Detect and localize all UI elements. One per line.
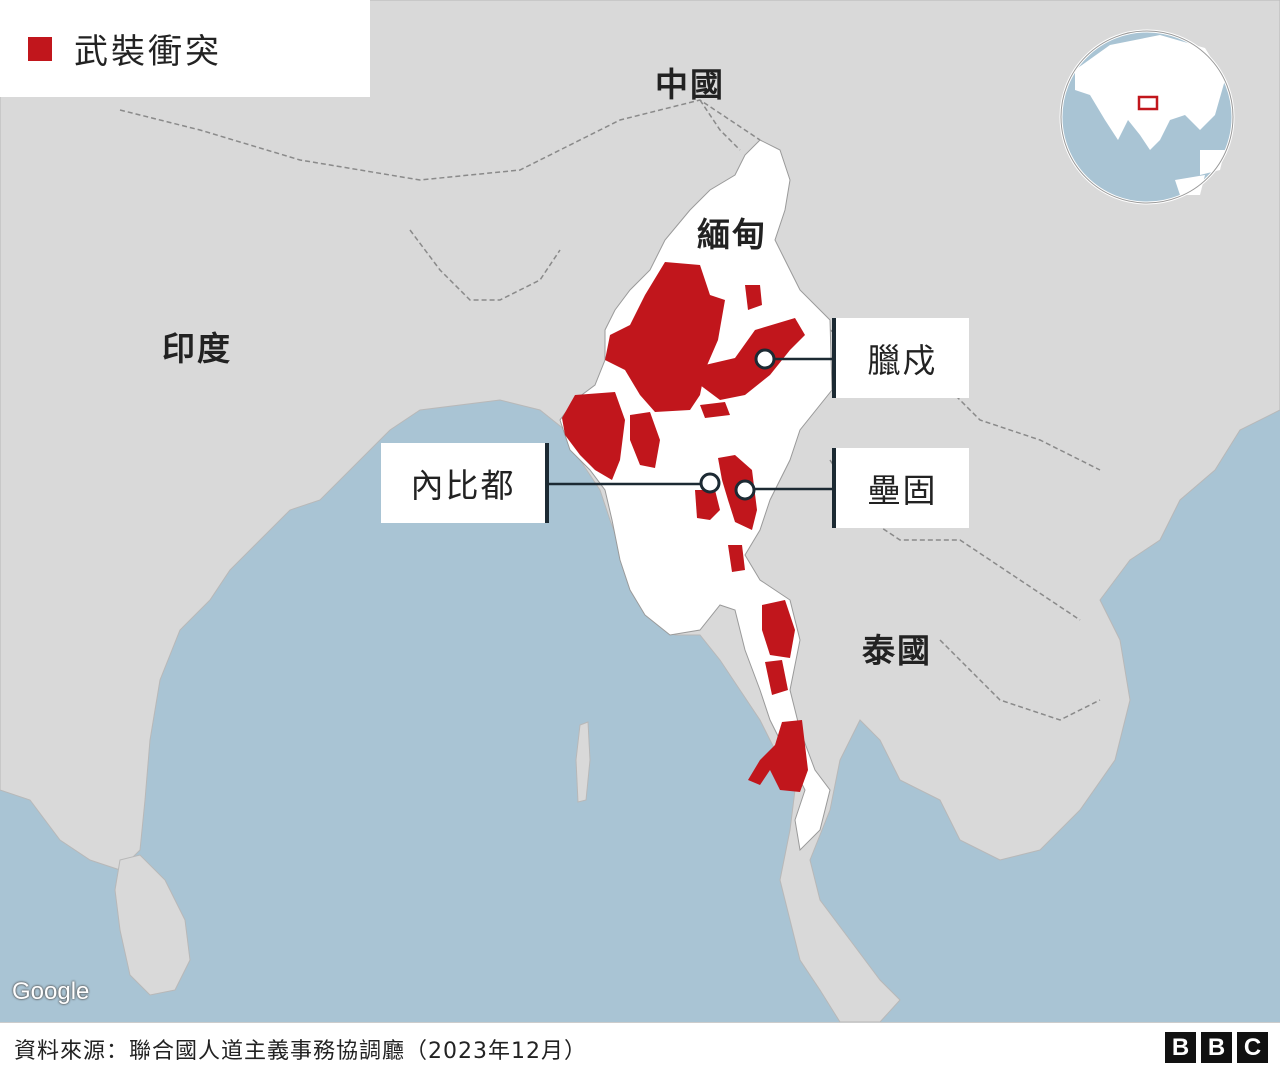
border-lines	[119, 99, 1101, 721]
naypyidaw-marker	[699, 472, 721, 494]
google-attribution: Google	[12, 978, 90, 1005]
andaman-islands	[575, 721, 591, 803]
conflict-area	[605, 262, 725, 412]
conflict-area	[700, 402, 730, 418]
label-china: 中國	[655, 65, 725, 104]
callout-naypyidaw-label: 內比都	[410, 466, 516, 505]
bbc-logo-block: C	[1237, 1032, 1268, 1063]
sri-lanka	[114, 854, 191, 996]
conflict-area	[700, 318, 805, 400]
leader-lines	[548, 357, 835, 491]
bbc-logo-block: B	[1201, 1032, 1232, 1063]
conflict-area	[765, 660, 788, 695]
callout-lashio-label: 臘戍	[867, 341, 938, 380]
label-india: 印度	[162, 329, 232, 368]
conflict-area	[630, 412, 660, 468]
conflict-area	[762, 600, 795, 658]
label-thailand: 泰國	[862, 631, 932, 670]
conflict-areas	[562, 262, 808, 792]
conflict-area	[748, 720, 808, 792]
bbc-logo-block: B	[1165, 1032, 1196, 1063]
conflict-area	[562, 392, 625, 480]
locator-globe	[1059, 29, 1235, 205]
source-text: 資料來源：聯合國人道主義事務協調廳（2023年12月）	[14, 1039, 587, 1064]
callout-lashio: 臘戍	[832, 318, 969, 398]
legend: 武裝衝突	[0, 0, 370, 97]
globe-land	[1075, 35, 1225, 195]
globe-locator-box	[1137, 95, 1159, 111]
callout-loikaw: 壘固	[832, 448, 969, 528]
legend-swatch	[28, 36, 52, 61]
callout-naypyidaw: 內比都	[381, 443, 549, 523]
conflict-area	[745, 285, 762, 310]
conflict-area	[695, 490, 720, 520]
lashio-marker	[754, 348, 776, 370]
map	[0, 0, 1280, 1022]
footer: 資料來源：聯合國人道主義事務協調廳（2023年12月） B B C	[0, 1022, 1280, 1071]
conflict-area	[728, 545, 745, 572]
label-myanmar: 緬甸	[697, 215, 767, 254]
bbc-logo: B B C	[1165, 1032, 1268, 1063]
city-markers	[699, 348, 776, 501]
map-canvas	[0, 0, 1280, 1022]
loikaw-marker	[734, 479, 756, 501]
callout-loikaw-label: 壘固	[867, 471, 938, 510]
legend-label: 武裝衝突	[74, 32, 222, 72]
